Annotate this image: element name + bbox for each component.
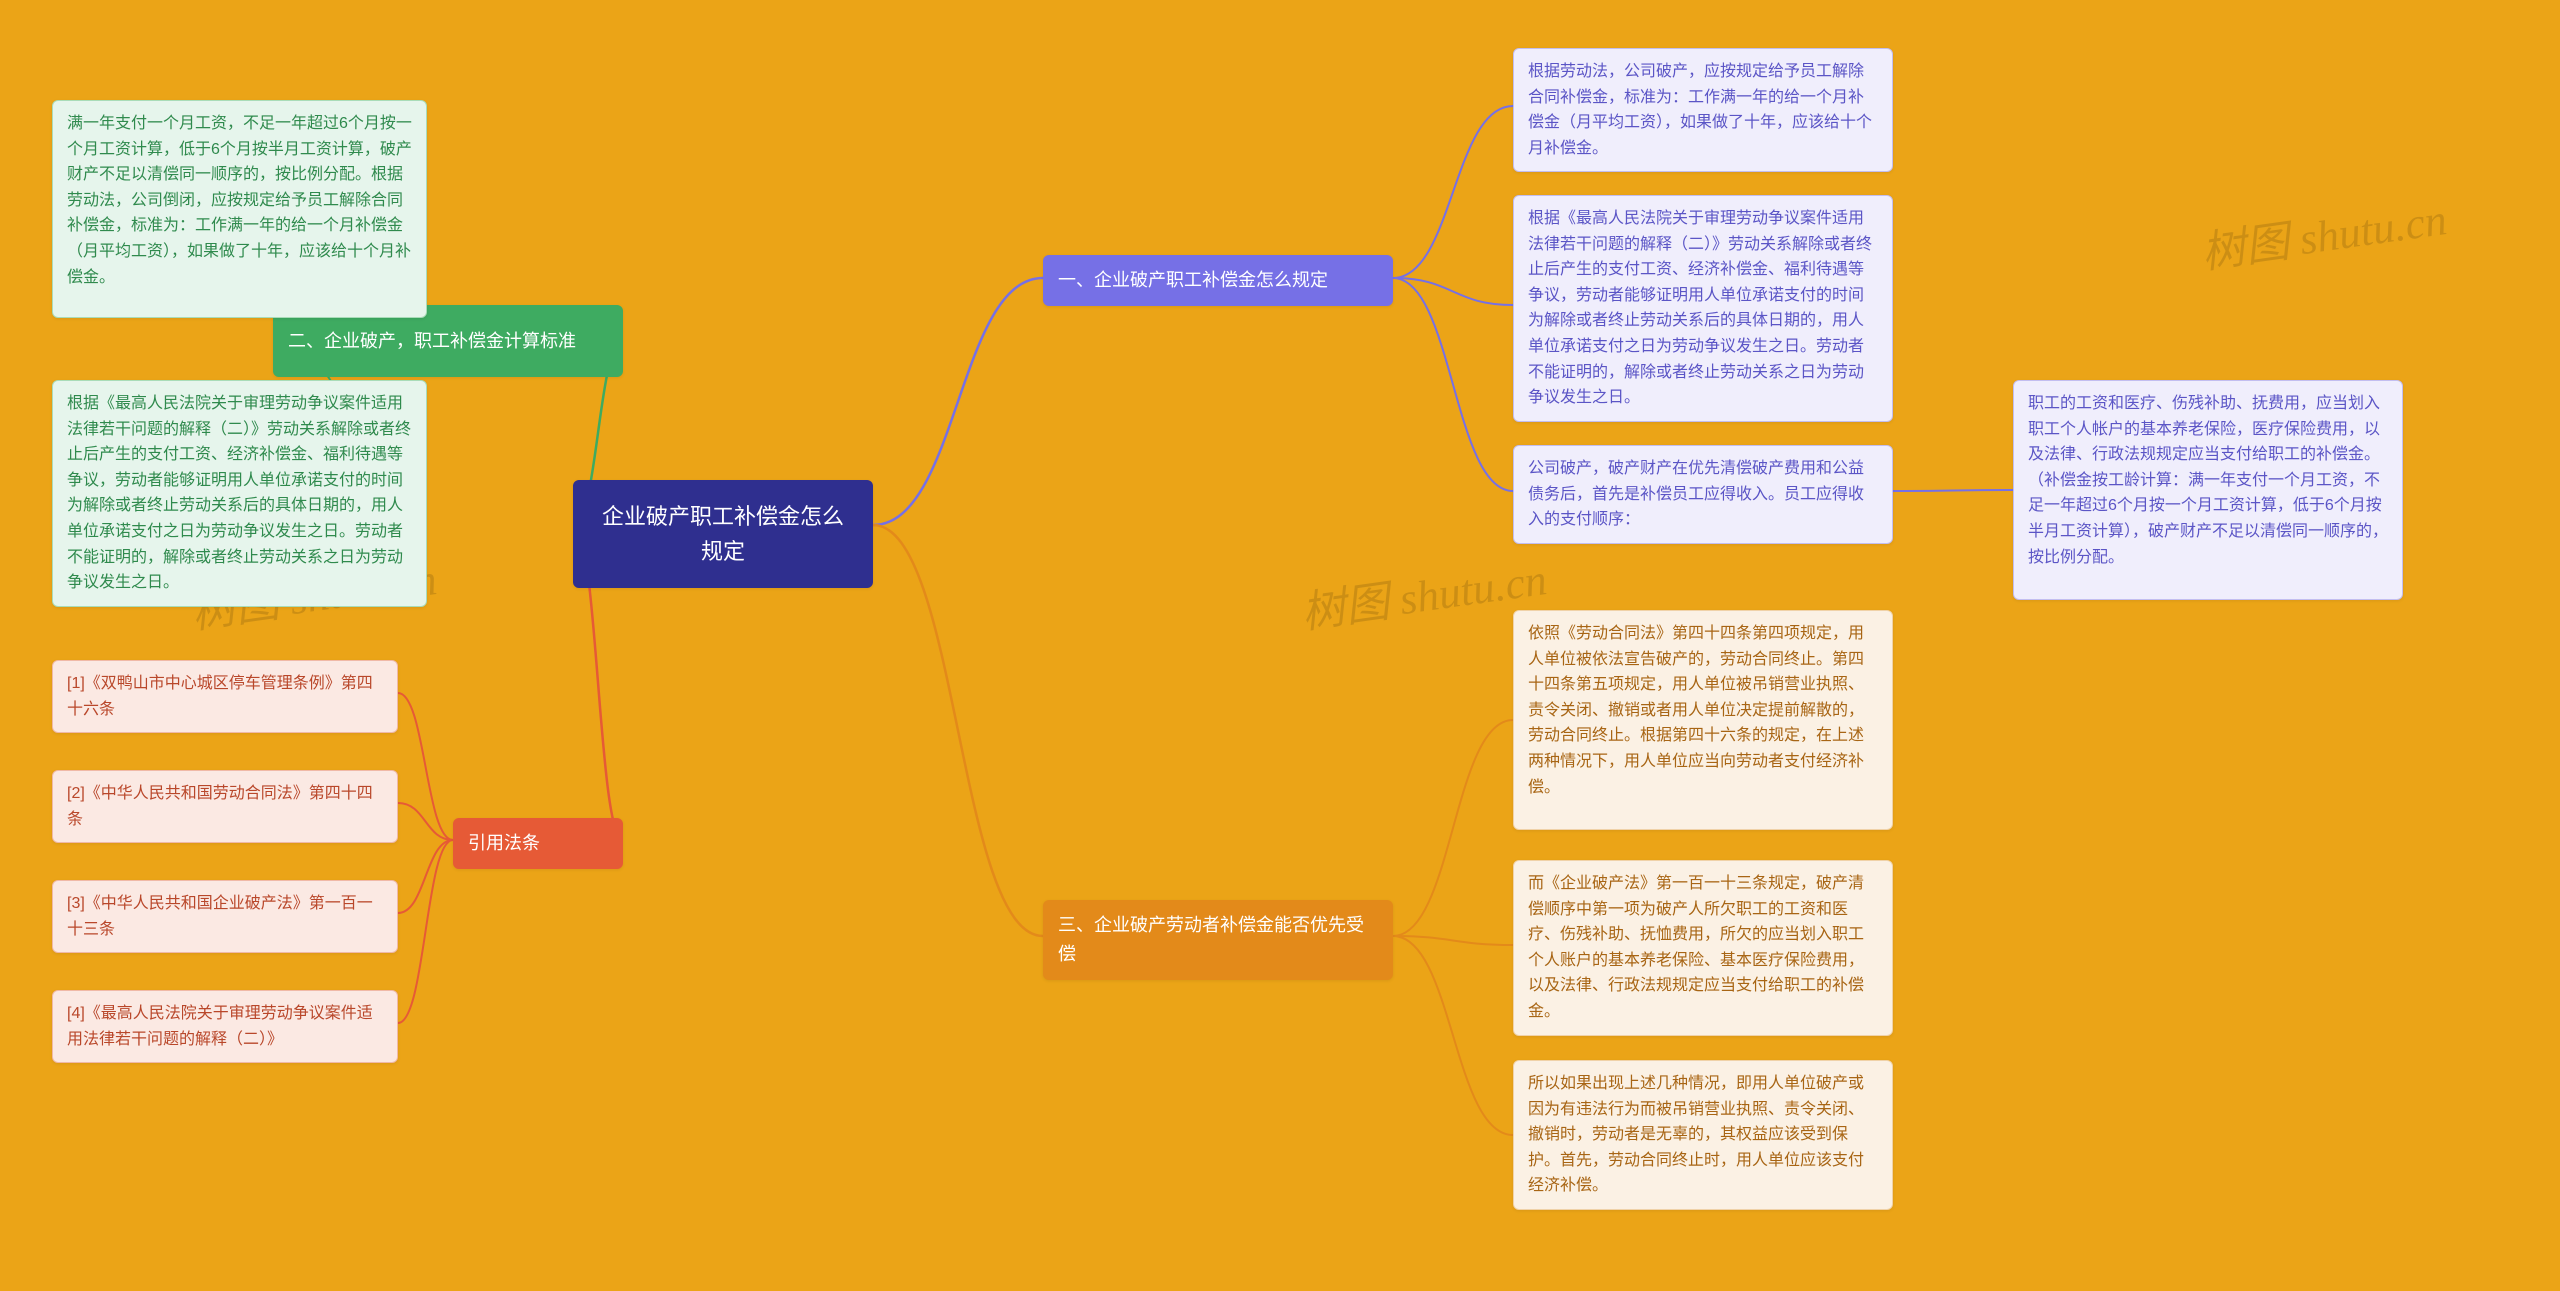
child-b3-2: 所以如果出现上述几种情况，即用人单位破产或因为有违法行为而被吊销营业执照、责令关… bbox=[1513, 1060, 1893, 1210]
child-b4-2: [3]《中华人民共和国企业破产法》第一百一十三条 bbox=[52, 880, 398, 953]
child-b1-0: 根据劳动法，公司破产，应按规定给予员工解除合同补偿金，标准为：工作满一年的给一个… bbox=[1513, 48, 1893, 172]
child-b2-0: 满一年支付一个月工资，不足一年超过6个月按一个月工资计算，低于6个月按半月工资计… bbox=[52, 100, 427, 318]
branch-b3: 三、企业破产劳动者补偿金能否优先受偿 bbox=[1043, 900, 1393, 980]
child-b2-1: 根据《最高人民法院关于审理劳动争议案件适用法律若干问题的解释（二）》劳动关系解除… bbox=[52, 380, 427, 607]
mindmap-canvas: 树图 shutu.cn树图 shutu.cn树图 shutu.cn企业破产职工补… bbox=[0, 0, 2560, 1291]
child-b3-0: 依照《劳动合同法》第四十四条第四项规定，用人单位被依法宣告破产的，劳动合同终止。… bbox=[1513, 610, 1893, 830]
root-node: 企业破产职工补偿金怎么规定 bbox=[573, 480, 873, 588]
watermark: 树图 shutu.cn bbox=[2197, 183, 2450, 281]
grandchild-b1-2-0: 职工的工资和医疗、伤残补助、抚费用，应当划入职工个人帐户的基本养老保险，医疗保险… bbox=[2013, 380, 2403, 600]
child-b4-3: [4]《最高人民法院关于审理劳动争议案件适用法律若干问题的解释（二）》 bbox=[52, 990, 398, 1063]
child-b3-1: 而《企业破产法》第一百一十三条规定，破产清偿顺序中第一项为破产人所欠职工的工资和… bbox=[1513, 860, 1893, 1036]
child-b1-1: 根据《最高人民法院关于审理劳动争议案件适用法律若干问题的解释（二）》劳动关系解除… bbox=[1513, 195, 1893, 422]
child-b1-2: 公司破产，破产财产在优先清偿破产费用和公益债务后，首先是补偿员工应得收入。员工应… bbox=[1513, 445, 1893, 544]
branch-b4: 引用法条 bbox=[453, 818, 623, 869]
child-b4-0: [1]《双鸭山市中心城区停车管理条例》第四十六条 bbox=[52, 660, 398, 733]
child-b4-1: [2]《中华人民共和国劳动合同法》第四十四条 bbox=[52, 770, 398, 843]
branch-b1: 一、企业破产职工补偿金怎么规定 bbox=[1043, 255, 1393, 306]
